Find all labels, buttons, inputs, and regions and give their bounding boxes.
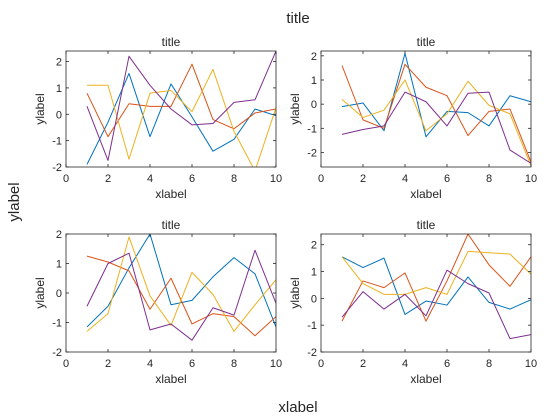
x-tick-label: 4 [147, 358, 153, 370]
x-tick-label: 0 [318, 173, 324, 185]
series-line-4 [341, 91, 531, 164]
series-line-4 [86, 249, 276, 341]
axes-box [320, 233, 532, 353]
x-tick-label: 6 [189, 173, 195, 185]
y-tick-label: -1 [307, 123, 317, 135]
x-tick-label: 10 [270, 358, 282, 370]
subplot-2: 0 2 4 6 8 10 -2 -1 0 1 2 title xlabel ylabel [288, 35, 537, 201]
x-tick-label: 0 [63, 358, 69, 370]
y-tick-label: 0 [56, 109, 62, 121]
y-tick-label: -1 [307, 320, 317, 332]
series-line-1 [341, 256, 531, 315]
y-tick-label: 2 [56, 229, 62, 241]
y-tick-label: -1 [52, 318, 62, 330]
series-group [341, 234, 531, 340]
subplot-title: title [417, 218, 436, 232]
figure-xlabel: xlabel [278, 399, 317, 416]
x-axis-label: xlabel [155, 372, 186, 386]
series-line-4 [86, 51, 276, 161]
x-tick-label: 8 [231, 173, 237, 185]
series-line-2 [341, 234, 531, 322]
figure-ylabel: ylabel [6, 182, 23, 221]
y-tick-label: 1 [56, 259, 62, 271]
y-tick-label: -2 [307, 148, 317, 160]
series-group [86, 51, 276, 167]
y-tick-label: -2 [52, 347, 62, 359]
y-tick-label: 2 [311, 51, 317, 63]
x-tick-label: 4 [402, 173, 408, 185]
x-tick-label: 8 [486, 358, 492, 370]
series-line-1 [341, 52, 531, 138]
subplot-title: title [162, 218, 181, 232]
series-group [341, 52, 531, 166]
subplot-title: title [162, 35, 181, 49]
y-tick-label: 1 [56, 83, 62, 95]
x-tick-label: 4 [402, 358, 408, 370]
x-tick-label: 8 [231, 358, 237, 370]
y-tick-label: 2 [311, 240, 317, 252]
x-tick-label: 4 [147, 173, 153, 185]
figure-title: title [286, 10, 309, 27]
x-axis-label: xlabel [410, 372, 441, 386]
subplot-1: 0 2 4 6 8 10 -2 -1 0 1 2 title xlabel ylabel [33, 35, 282, 201]
series-line-3 [341, 79, 531, 166]
x-tick-label: 10 [525, 173, 537, 185]
x-tick-label: 10 [525, 358, 537, 370]
series-line-4 [341, 269, 531, 340]
series-line-1 [86, 234, 276, 328]
x-tick-label: 2 [105, 173, 111, 185]
x-tick-label: 10 [270, 173, 282, 185]
x-tick-label: 6 [189, 358, 195, 370]
series-line-2 [86, 255, 276, 337]
x-tick-label: 0 [63, 173, 69, 185]
y-tick-label: -1 [52, 136, 62, 148]
series-line-3 [87, 68, 276, 167]
series-line-3 [341, 250, 531, 295]
subplot-title: title [417, 35, 436, 49]
y-tick-label: -2 [307, 347, 317, 359]
x-axis-label: xlabel [410, 187, 441, 201]
series-line-2 [341, 63, 531, 163]
y-axis-label: ylabel [33, 277, 47, 308]
x-tick-label: 0 [318, 358, 324, 370]
subplot-3: 0 2 4 6 8 10 -2 -1 0 1 2 title xlabel ylabel [33, 218, 282, 386]
axes-box [320, 50, 532, 168]
x-tick-label: 6 [444, 358, 450, 370]
plot-area [321, 234, 531, 352]
x-tick-label: 8 [486, 173, 492, 185]
axes-box [65, 50, 277, 168]
y-axis-label: ylabel [33, 93, 47, 124]
subplot-4: 0 2 4 6 8 10 -2 -1 0 1 2 title xlabel ylabel [288, 218, 537, 386]
plot-area [321, 51, 531, 167]
x-axis-label: xlabel [155, 187, 186, 201]
x-tick-label: 2 [360, 173, 366, 185]
series-line-3 [86, 236, 276, 332]
y-tick-label: 0 [311, 99, 317, 111]
plot-area [66, 234, 276, 352]
y-tick-label: 2 [56, 57, 62, 69]
y-tick-label: 0 [311, 293, 317, 305]
series-line-2 [86, 63, 276, 138]
y-axis-label: ylabel [288, 93, 302, 124]
y-tick-label: 1 [311, 75, 317, 87]
x-tick-label: 2 [105, 358, 111, 370]
x-tick-label: 2 [360, 358, 366, 370]
y-axis-label: ylabel [288, 277, 302, 308]
y-tick-label: 1 [311, 267, 317, 279]
series-group [86, 234, 276, 341]
y-tick-label: -2 [52, 162, 62, 174]
x-tick-label: 6 [444, 173, 450, 185]
y-tick-label: 0 [56, 288, 62, 300]
